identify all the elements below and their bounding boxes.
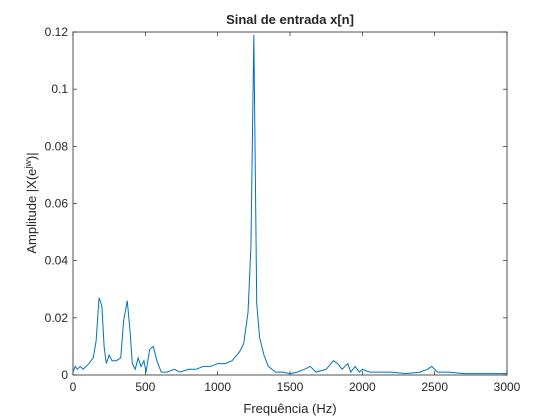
x-tick-label: 2000: [349, 380, 376, 394]
x-tick-label: 2500: [421, 380, 448, 394]
y-label-base: Amplitude |X(e: [24, 169, 39, 254]
x-tick-label: 500: [135, 380, 155, 394]
line-series: [72, 34, 507, 375]
y-label-sup: jw: [23, 160, 33, 170]
y-tick-label: 0.12: [45, 25, 69, 39]
y-tick-label: 0.06: [45, 197, 69, 211]
y-axis-label: Amplitude |X(ejw)|: [23, 152, 39, 253]
x-tick-label: 0: [70, 380, 77, 394]
chart-title: Sinal de entrada x[n]: [226, 12, 354, 27]
y-label-end: )|: [24, 152, 39, 160]
x-tick-label: 3000: [494, 380, 521, 394]
y-tick-label: 0.04: [45, 254, 69, 268]
x-axis-label: Frequência (Hz): [243, 401, 336, 416]
y-tick-label: 0.1: [51, 82, 68, 96]
axes-box: [72, 31, 508, 376]
y-tick-label: 0: [61, 368, 68, 382]
y-tick-label: 0.08: [45, 139, 69, 153]
x-tick-label: 1000: [204, 380, 231, 394]
y-tick-label: 0.02: [45, 311, 69, 325]
x-tick-label: 1500: [277, 380, 304, 394]
